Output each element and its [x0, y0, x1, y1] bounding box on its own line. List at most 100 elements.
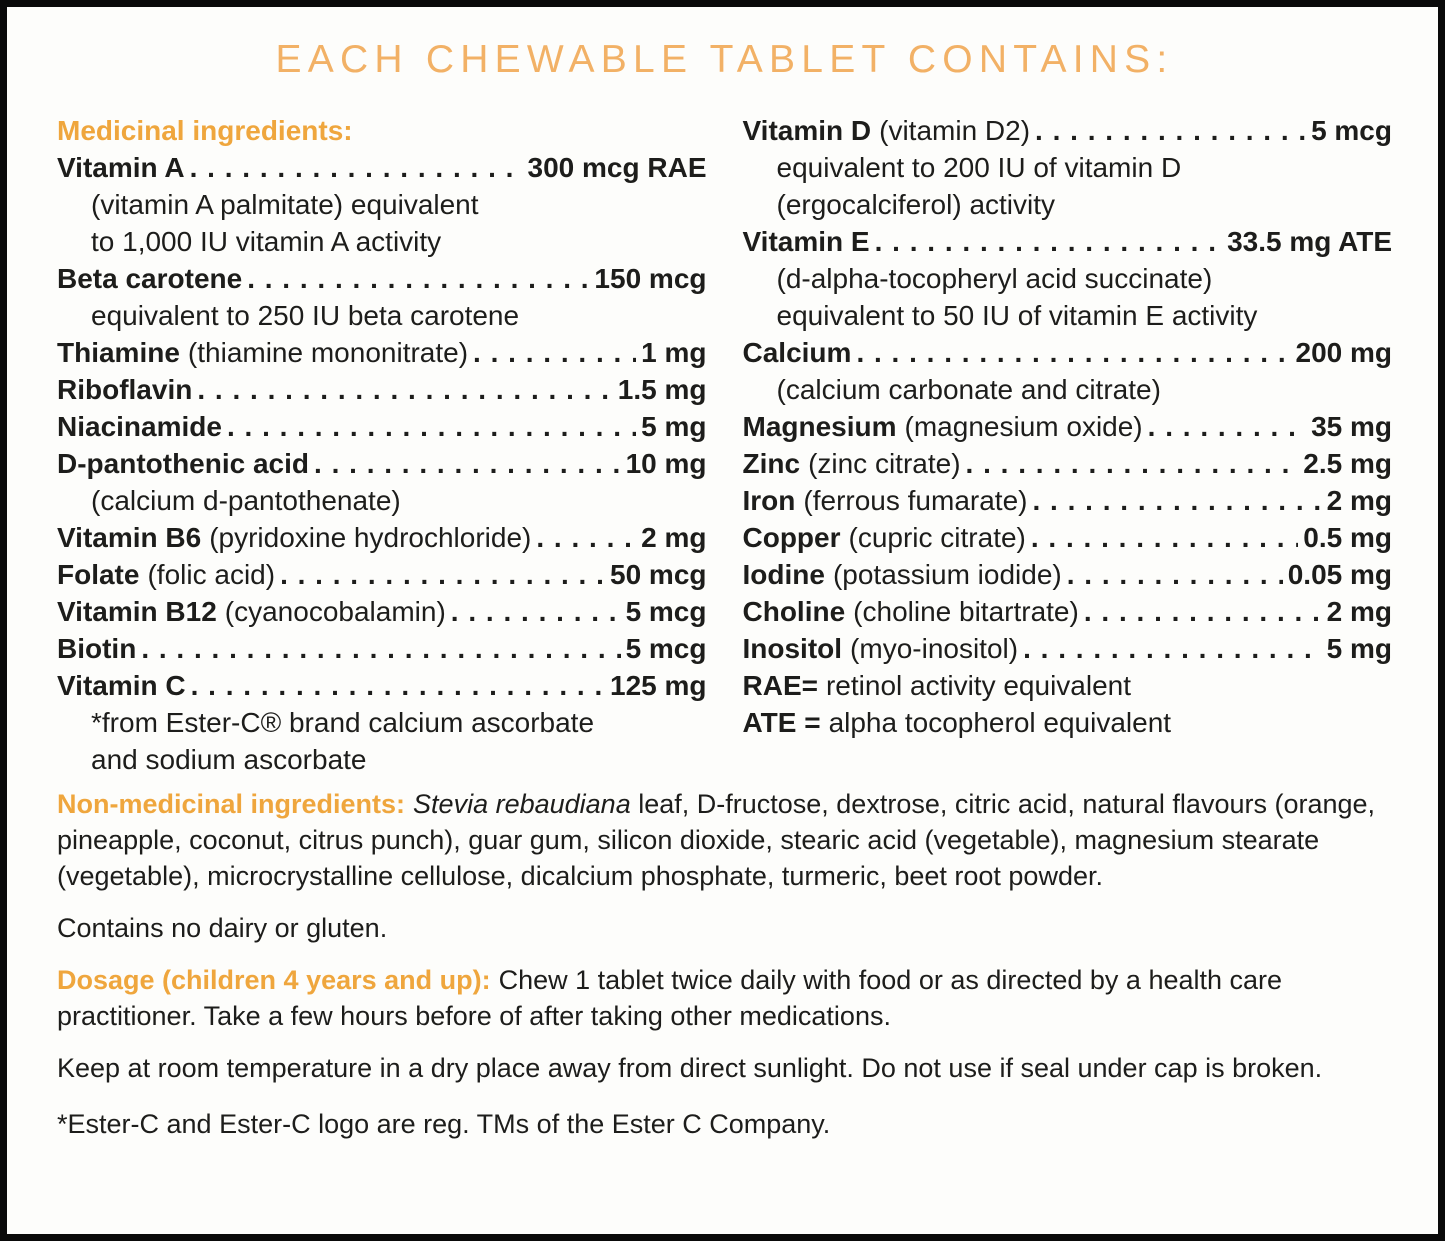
ingredient-row: Beta carotene 150 mcg: [57, 260, 707, 297]
ingredient-row: Thiamine(thiamine mononitrate) 1 mg: [57, 334, 707, 371]
ingredient-name: Choline: [742, 595, 846, 627]
species-name: Stevia rebaudiana: [413, 788, 631, 819]
ingredient-subline: to 1,000 IU vitamin A activity: [91, 225, 442, 257]
ingredient-desc: (thiamine mononitrate): [187, 336, 469, 368]
ingredient-desc: (pyridoxine hydrochloride): [209, 521, 532, 553]
ingredient-name: Zinc: [742, 447, 801, 479]
ingredient-value: 0.5 mg: [1303, 521, 1392, 553]
ingredient-row: Niacinamide 5 mg: [57, 408, 707, 445]
medicinal-heading: Medicinal ingredients:: [57, 114, 353, 146]
ingredient-value: 2.5 mg: [1303, 447, 1392, 479]
ingredient-value: 125 mg: [610, 669, 707, 701]
ingredient-desc: (vitamin D2): [879, 114, 1031, 146]
ingredient-value: 5 mcg: [625, 595, 707, 627]
ingredient-desc: (folic acid): [147, 558, 276, 590]
ingredient-value: 2 mg: [1326, 484, 1392, 516]
dot-leader: [473, 334, 636, 371]
ingredient-name: Vitamin C: [57, 669, 186, 701]
dot-leader: [1148, 408, 1306, 445]
dot-leader: [247, 260, 589, 297]
non-medicinal-label: Non-medicinal ingredients:: [57, 788, 406, 819]
ate-note: ATE = alpha tocopherol equivalent: [742, 706, 1172, 738]
ingredient-name: Vitamin B12: [57, 595, 217, 627]
ingredient-value: 300 mcg RAE: [527, 151, 707, 183]
ingredient-row: Riboflavin 1.5 mg: [57, 371, 707, 408]
ingredient-subline: *from Ester-C® brand calcium ascorbate: [91, 706, 595, 738]
ingredient-row: Vitamin B6(pyridoxine hydrochloride) 2 m…: [57, 519, 707, 556]
ingredient-desc: (cyanocobalamin): [224, 595, 446, 627]
left-column: Medicinal ingredients: Vitamin A 300 mcg…: [57, 112, 707, 778]
ingredient-name: Vitamin A: [57, 151, 185, 183]
ingredient-subline: (ergocalciferol) activity: [776, 188, 1056, 220]
dosage-text: Chew 1 tablet twice daily with food or a…: [57, 964, 1283, 1031]
ingredient-name: Magnesium: [742, 410, 897, 442]
dot-leader: [280, 556, 605, 593]
ingredient-value: 33.5 mg ATE: [1227, 225, 1392, 257]
ingredient-subline: (vitamin A palmitate) equivalent: [91, 188, 479, 220]
ingredient-value: 5 mg: [641, 410, 707, 442]
dosage-paragraph: Dosage (children 4 years and up): Chew 1 …: [57, 962, 1392, 1034]
ingredient-name: Biotin: [57, 632, 137, 664]
ingredient-name: Niacinamide: [57, 410, 222, 442]
ingredient-row: Iron(ferrous fumarate) 2 mg: [743, 482, 1393, 519]
ingredient-name: Copper: [742, 521, 841, 553]
dot-leader: [536, 519, 636, 556]
ingredient-subline: equivalent to 50 IU of vitamin E activit…: [776, 299, 1258, 331]
ingredient-value: 10 mg: [625, 447, 707, 479]
dot-leader: [1067, 556, 1283, 593]
ingredient-desc: (potassium iodide): [832, 558, 1062, 590]
right-column: Vitamin D(vitamin D2) 5 mcg equivalent t…: [743, 112, 1393, 778]
dot-leader: [1023, 630, 1322, 667]
ingredient-row: Magnesium(magnesium oxide) 35 mg: [743, 408, 1393, 445]
ingredient-name: Calcium: [742, 336, 852, 368]
ingredient-row: Calcium 200 mg: [743, 334, 1393, 371]
ingredient-row: Vitamin A 300 mcg RAE: [57, 149, 707, 186]
dot-leader: [875, 223, 1222, 260]
ingredient-desc: (choline bitartrate): [853, 595, 1079, 627]
contains-note: Contains no dairy or gluten.: [57, 912, 388, 943]
ingredient-name: D-pantothenic acid: [57, 447, 310, 479]
dosage-label: Dosage (children 4 years and up):: [57, 964, 491, 995]
dot-leader: [856, 334, 1290, 371]
ingredient-desc: (cupric citrate): [848, 521, 1026, 553]
ingredient-row: D-pantothenic acid 10 mg: [57, 445, 707, 482]
ingredient-value: 5 mcg: [625, 632, 707, 664]
ingredient-value: 150 mcg: [594, 262, 707, 294]
dot-leader: [227, 408, 636, 445]
ingredient-value: 200 mg: [1295, 336, 1393, 368]
ingredient-value: 35 mg: [1311, 410, 1392, 442]
dot-leader: [1035, 112, 1306, 149]
ingredient-name: Iron: [742, 484, 796, 516]
ingredient-columns: Medicinal ingredients: Vitamin A 300 mcg…: [57, 112, 1392, 778]
ingredient-row: Zinc(zinc citrate) 2.5 mg: [743, 445, 1393, 482]
non-medicinal-paragraph: Non-medicinal ingredients: Stevia rebaudi…: [57, 786, 1392, 894]
ingredient-name: Vitamin B6: [57, 521, 202, 553]
ingredient-value: 5 mcg: [1311, 114, 1392, 146]
dot-leader: [314, 445, 621, 482]
ingredient-subline: (calcium d-pantothenate): [91, 484, 401, 516]
non-medicinal-text: leaf, D-fructose, dextrose, citric acid,…: [57, 788, 1376, 891]
ingredient-value: 50 mcg: [610, 558, 707, 590]
dot-leader: [191, 667, 605, 704]
ingredient-desc: (zinc citrate): [808, 447, 961, 479]
ingredient-name: Beta carotene: [57, 262, 243, 294]
ingredient-value: 5 mg: [1326, 632, 1392, 664]
ingredient-row: Choline(choline bitartrate) 2 mg: [743, 593, 1393, 630]
ingredient-name: Vitamin D: [742, 114, 872, 146]
ingredient-name: Thiamine: [57, 336, 180, 368]
ingredient-subline: and sodium ascorbate: [91, 743, 367, 775]
ingredient-row: Iodine(potassium iodide) 0.05 mg: [743, 556, 1393, 593]
ingredient-row: Vitamin C 125 mg: [57, 667, 707, 704]
ingredient-row: Vitamin E 33.5 mg ATE: [743, 223, 1393, 260]
ingredient-subline: (d-alpha-tocopheryl acid succinate): [776, 262, 1213, 294]
ingredient-row: Biotin 5 mcg: [57, 630, 707, 667]
dot-leader: [451, 593, 621, 630]
dot-leader: [1084, 593, 1322, 630]
ingredient-value: 1 mg: [641, 336, 707, 368]
ingredient-desc: (myo-inositol): [850, 632, 1019, 664]
ingredient-name: Iodine: [742, 558, 825, 590]
rae-note: RAE= retinol activity equivalent: [742, 669, 1132, 701]
trademark-note: *Ester-C and Ester-C logo are reg. TMs o…: [57, 1108, 831, 1139]
ingredient-name: Riboflavin: [57, 373, 193, 405]
